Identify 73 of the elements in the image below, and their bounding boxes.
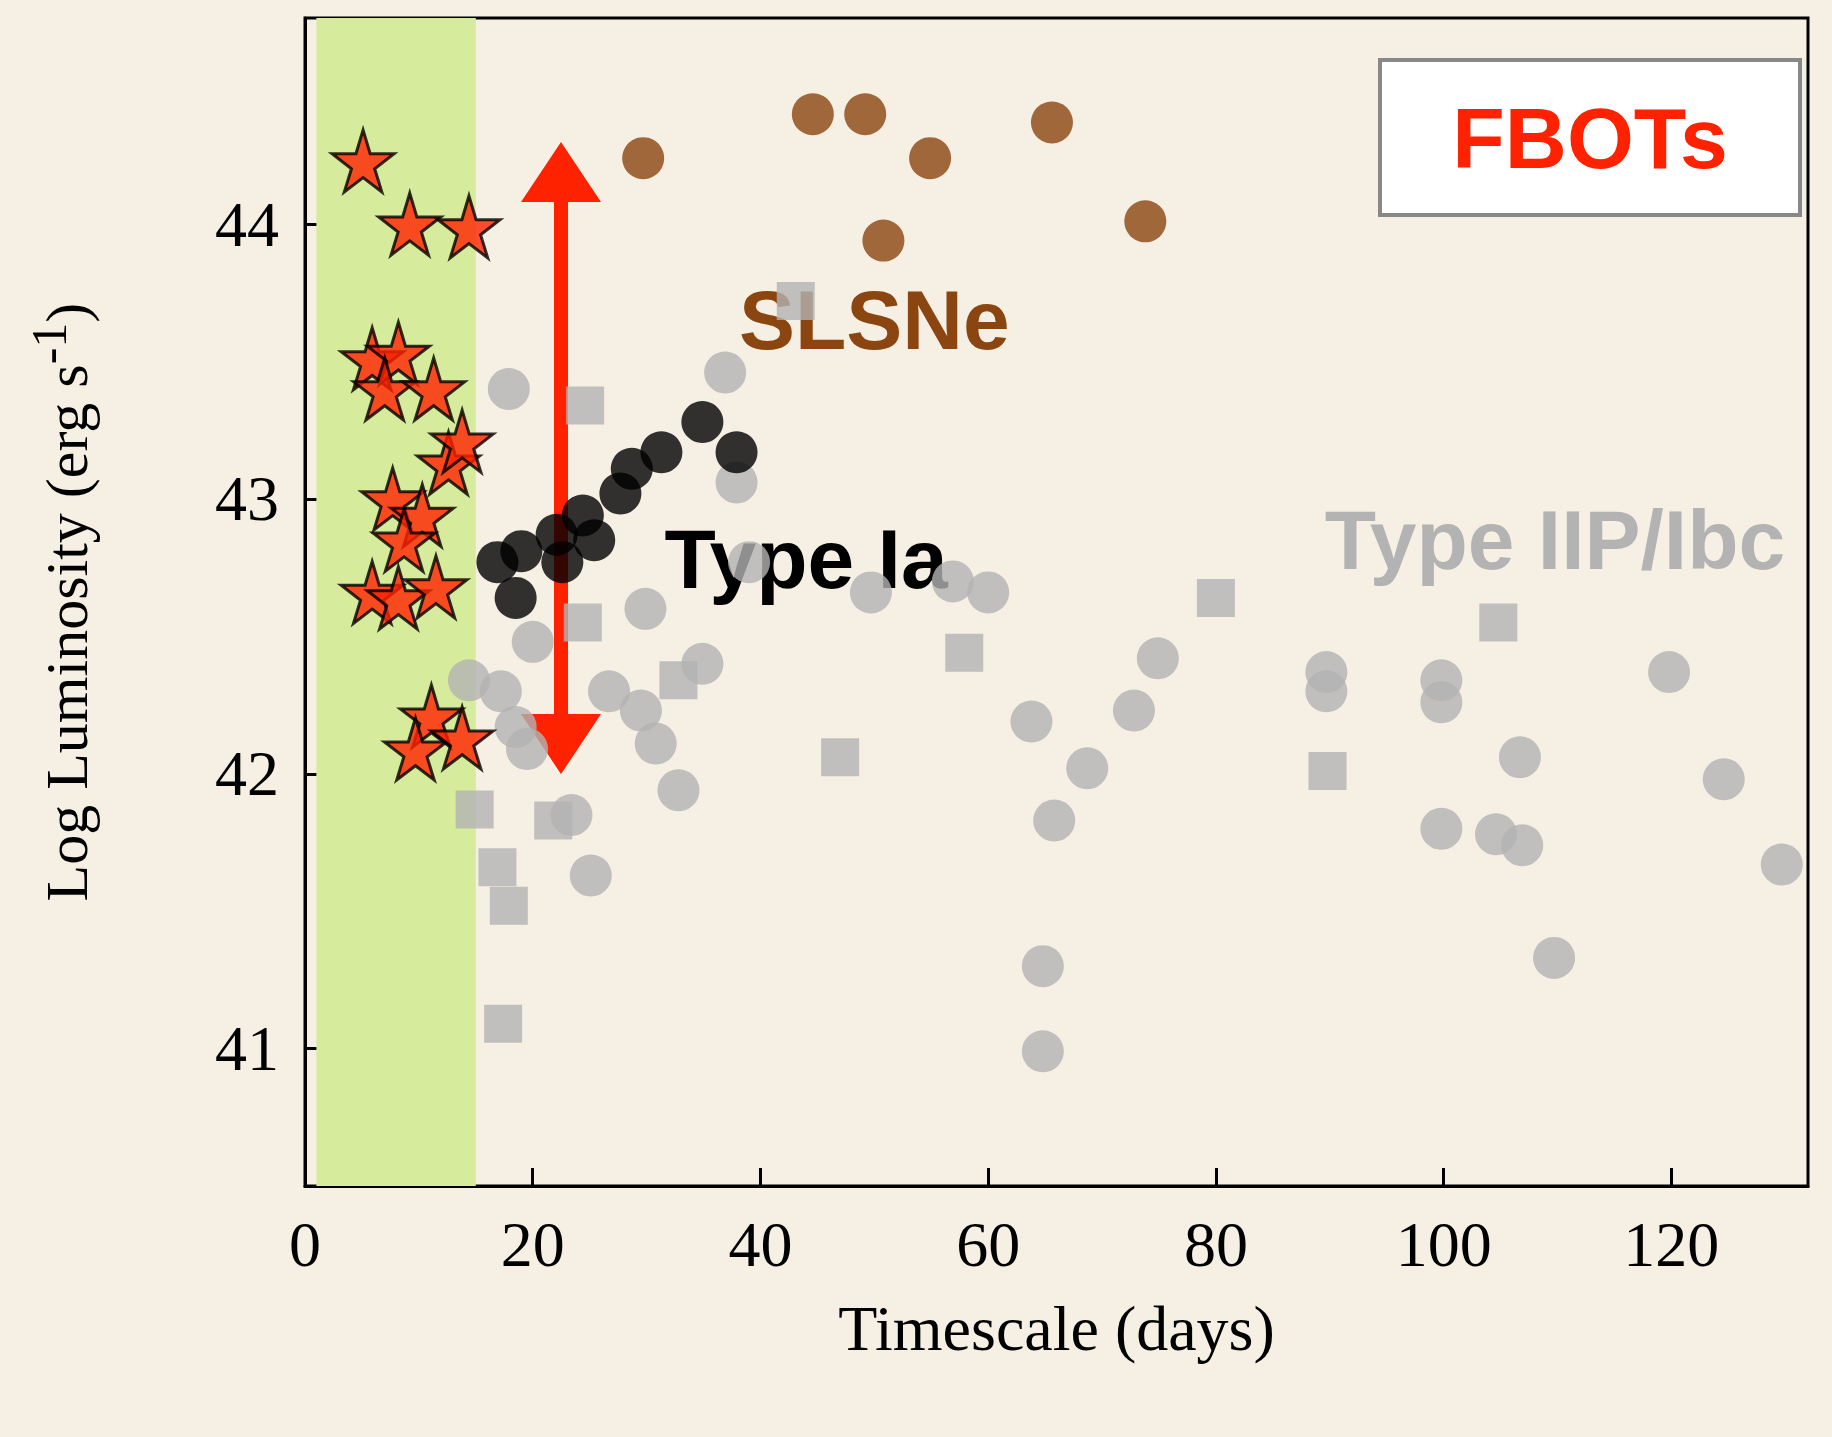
point — [563, 603, 602, 642]
point — [715, 431, 758, 474]
point — [945, 633, 984, 672]
point — [1420, 681, 1463, 724]
point — [791, 93, 834, 136]
point — [484, 1004, 523, 1043]
point — [1033, 799, 1076, 842]
point — [622, 137, 665, 180]
point — [1648, 651, 1691, 694]
point — [1702, 758, 1745, 801]
point — [1479, 603, 1518, 642]
point — [610, 447, 653, 490]
point — [844, 93, 887, 136]
x-tick-label: 60 — [956, 1208, 1021, 1280]
point — [1124, 200, 1167, 243]
point — [821, 738, 860, 777]
point — [478, 848, 517, 887]
point — [569, 854, 612, 897]
point — [619, 689, 662, 732]
point — [1196, 578, 1235, 617]
point — [624, 587, 667, 630]
x-tick-label: 80 — [1183, 1208, 1248, 1280]
point — [634, 722, 677, 765]
point — [1760, 843, 1803, 886]
point — [1533, 936, 1576, 979]
x-axis-title: Timescale (days) — [838, 1292, 1275, 1364]
point — [1021, 1030, 1064, 1073]
point — [541, 541, 584, 584]
x-tick-label: 100 — [1395, 1208, 1492, 1280]
point — [448, 659, 490, 702]
point — [1010, 700, 1053, 743]
point — [479, 670, 522, 713]
point — [1420, 807, 1463, 850]
point — [1112, 689, 1155, 732]
point — [1498, 736, 1541, 779]
x-tick-label: 120 — [1623, 1208, 1720, 1280]
series-label: SLSNe — [738, 273, 1010, 368]
point — [1066, 747, 1109, 790]
point — [640, 431, 683, 474]
point — [967, 571, 1010, 614]
point — [566, 386, 605, 425]
series-label: Type IIP/Ibc — [1324, 493, 1786, 588]
point — [681, 401, 724, 443]
point — [657, 769, 700, 812]
point — [487, 368, 530, 410]
point — [489, 886, 528, 925]
point — [1305, 670, 1348, 713]
x-tick-label: 20 — [500, 1208, 565, 1280]
text: FBOTs — [1452, 90, 1728, 186]
point — [455, 790, 494, 829]
point — [573, 519, 616, 562]
point — [1021, 945, 1064, 988]
point — [500, 530, 543, 573]
y-tick-label: 42 — [215, 738, 279, 810]
point — [1308, 752, 1347, 791]
point — [1501, 824, 1544, 867]
point — [1136, 637, 1179, 680]
point — [511, 620, 554, 663]
point — [506, 728, 549, 771]
point — [909, 137, 952, 180]
x-tick-label: 40 — [728, 1208, 793, 1280]
y-tick-label: 44 — [215, 188, 279, 260]
series-label: Type Ia — [664, 512, 949, 607]
point — [494, 576, 537, 619]
point — [534, 801, 573, 840]
point — [862, 219, 905, 262]
point — [588, 670, 631, 713]
x-tick-label: 0 — [289, 1208, 321, 1280]
y-tick-label: 43 — [215, 463, 279, 535]
y-tick-label: 41 — [215, 1013, 279, 1085]
point — [1030, 101, 1073, 144]
point — [704, 351, 747, 394]
point — [659, 661, 698, 700]
